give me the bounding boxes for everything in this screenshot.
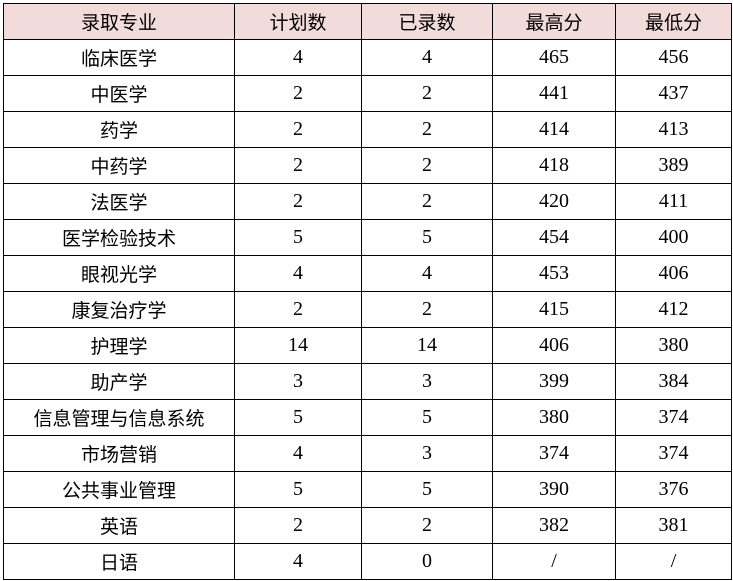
cell-admitted: 2 (361, 111, 493, 148)
cell-plan: 4 (234, 39, 362, 76)
header-plan: 计划数 (234, 3, 362, 40)
cell-plan: 2 (234, 183, 362, 220)
cell-min: 380 (615, 327, 732, 364)
cell-max: 380 (492, 399, 616, 436)
header-row: 录取专业 计划数 已录数 最高分 最低分 (3, 3, 732, 40)
cell-min: 413 (615, 111, 732, 148)
cell-major: 护理学 (3, 327, 235, 364)
cell-admitted: 2 (361, 75, 493, 112)
table-row: 公共事业管理 5 5 390 376 (3, 471, 732, 508)
cell-admitted: 2 (361, 147, 493, 184)
cell-max: 390 (492, 471, 616, 508)
cell-major: 法医学 (3, 183, 235, 220)
cell-max: 453 (492, 255, 616, 292)
table-row: 日语 4 0// (3, 543, 732, 580)
header-max: 最高分 (492, 3, 616, 40)
table-row: 康复治疗学 2 2 415 412 (3, 291, 732, 328)
cell-plan: 5 (234, 399, 362, 436)
cell-major: 中药学 (3, 147, 235, 184)
cell-admitted: 3 (361, 363, 493, 400)
cell-major: 助产学 (3, 363, 235, 400)
cell-plan: 3 (234, 363, 362, 400)
table-row: 护理学 14 14 406 380 (3, 327, 732, 364)
cell-max: 382 (492, 507, 616, 544)
cell-min: 400 (615, 219, 732, 256)
cell-plan: 14 (234, 327, 362, 364)
cell-max: 420 (492, 183, 616, 220)
cell-admitted: 5 (361, 471, 493, 508)
cell-admitted: 4 (361, 39, 493, 76)
header-min: 最低分 (615, 3, 732, 40)
cell-max: 454 (492, 219, 616, 256)
cell-min: 406 (615, 255, 732, 292)
cell-major: 英语 (3, 507, 235, 544)
admission-table: 录取专业 计划数 已录数 最高分 最低分 临床医学 4 4 465 456 中医学 2 2 44… (3, 3, 732, 580)
cell-max: 374 (492, 435, 616, 472)
cell-plan: 2 (234, 291, 362, 328)
cell-plan: 2 (234, 507, 362, 544)
table-row: 眼视光学 4 4 453 406 (3, 255, 732, 292)
cell-plan: 5 (234, 471, 362, 508)
table-row: 市场营销 4 3 374 374 (3, 435, 732, 472)
cell-admitted: 5 (361, 399, 493, 436)
cell-min: 381 (615, 507, 732, 544)
cell-min: 374 (615, 435, 732, 472)
cell-plan: 4 (234, 543, 362, 580)
cell-max: 441 (492, 75, 616, 112)
cell-plan: 4 (234, 255, 362, 292)
cell-min: 437 (615, 75, 732, 112)
cell-min: / (615, 543, 732, 580)
cell-major: 药学 (3, 111, 235, 148)
cell-admitted: 0 (361, 543, 493, 580)
cell-admitted: 2 (361, 291, 493, 328)
cell-min: 411 (615, 183, 732, 220)
cell-admitted: 14 (361, 327, 493, 364)
table-row: 法医学 2 2 420 411 (3, 183, 732, 220)
table-row: 中药学 2 2 418 389 (3, 147, 732, 184)
cell-max: 418 (492, 147, 616, 184)
table-row: 中医学 2 2 441 437 (3, 75, 732, 112)
cell-min: 412 (615, 291, 732, 328)
cell-major: 信息管理与信息系统 (3, 399, 235, 436)
cell-major: 公共事业管理 (3, 471, 235, 508)
cell-admitted: 2 (361, 183, 493, 220)
cell-plan: 4 (234, 435, 362, 472)
cell-admitted: 5 (361, 219, 493, 256)
cell-max: / (492, 543, 616, 580)
cell-max: 415 (492, 291, 616, 328)
table-row: 临床医学 4 4 465 456 (3, 39, 732, 76)
header-major: 录取专业 (3, 3, 235, 40)
cell-major: 眼视光学 (3, 255, 235, 292)
cell-major: 中医学 (3, 75, 235, 112)
cell-admitted: 2 (361, 507, 493, 544)
cell-min: 376 (615, 471, 732, 508)
table-row: 助产学 3 3 399 384 (3, 363, 732, 400)
cell-major: 医学检验技术 (3, 219, 235, 256)
table-row: 医学检验技术 5 5 454 400 (3, 219, 732, 256)
cell-min: 456 (615, 39, 732, 76)
cell-plan: 5 (234, 219, 362, 256)
cell-major: 日语 (3, 543, 235, 580)
table-row: 英语 2 2 382 381 (3, 507, 732, 544)
cell-major: 临床医学 (3, 39, 235, 76)
cell-min: 389 (615, 147, 732, 184)
cell-max: 406 (492, 327, 616, 364)
header-admitted: 已录数 (361, 3, 493, 40)
cell-min: 384 (615, 363, 732, 400)
cell-admitted: 3 (361, 435, 493, 472)
cell-plan: 2 (234, 75, 362, 112)
cell-plan: 2 (234, 147, 362, 184)
cell-min: 374 (615, 399, 732, 436)
table-row: 信息管理与信息系统 5 5 380 374 (3, 399, 732, 436)
cell-max: 414 (492, 111, 616, 148)
cell-major: 康复治疗学 (3, 291, 235, 328)
table-row: 药学 2 2 414 413 (3, 111, 732, 148)
cell-max: 465 (492, 39, 616, 76)
cell-max: 399 (492, 363, 616, 400)
cell-plan: 2 (234, 111, 362, 148)
cell-major: 市场营销 (3, 435, 235, 472)
cell-admitted: 4 (361, 255, 493, 292)
